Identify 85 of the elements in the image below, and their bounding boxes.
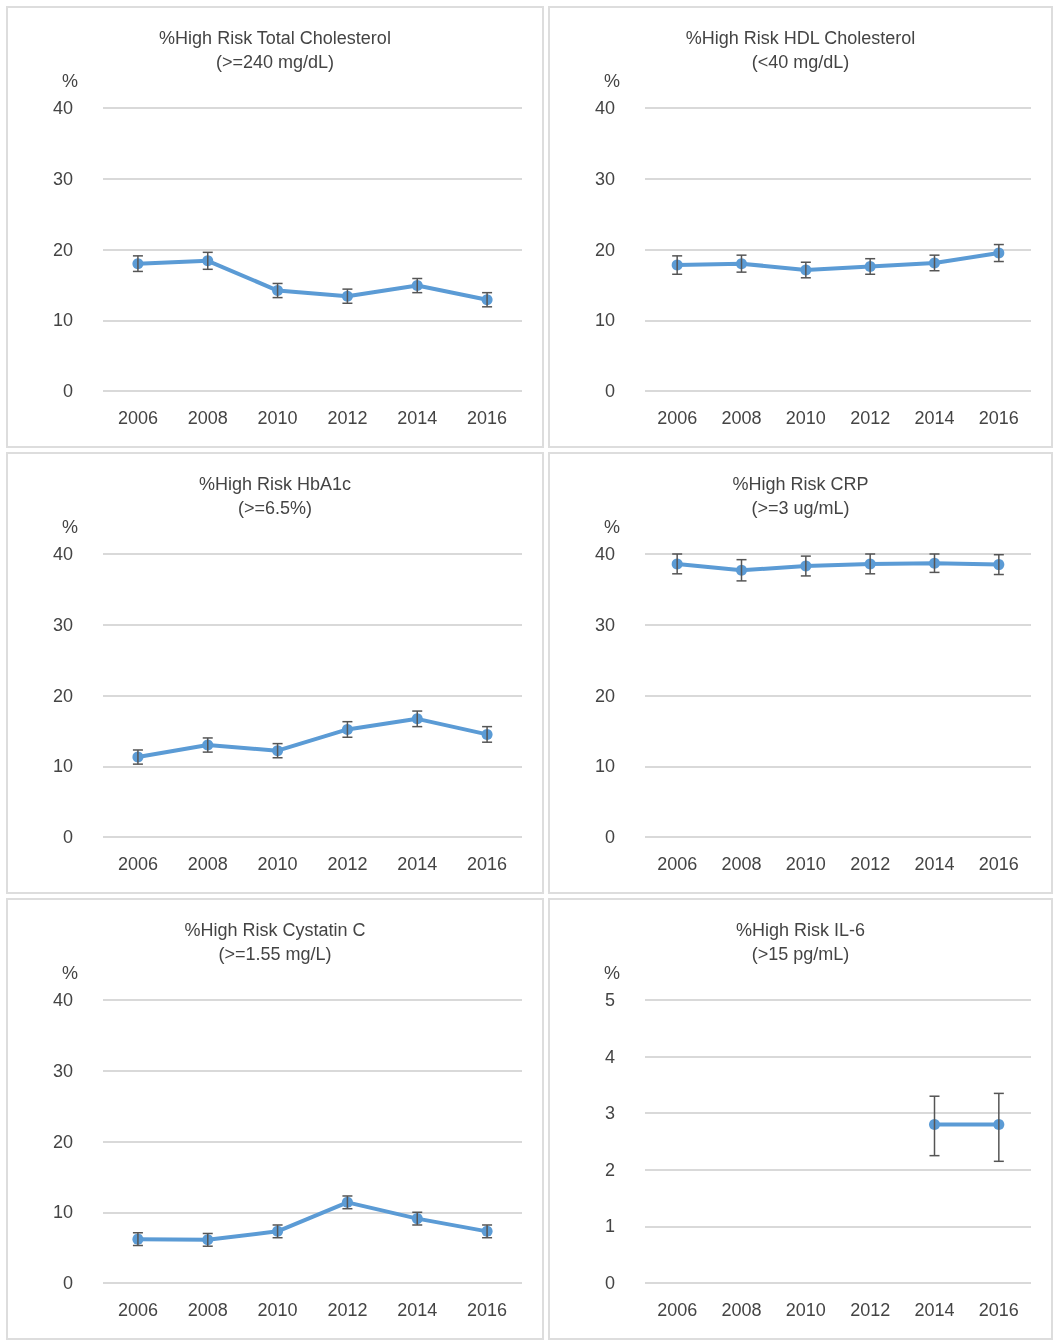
chart-title: %High Risk Total Cholesterol <box>159 28 391 48</box>
y-tick-label: 10 <box>594 756 615 777</box>
y-tick-label: 0 <box>604 1273 615 1293</box>
x-tick-label: 2010 <box>785 854 826 874</box>
x-tick-label: 2006 <box>657 1300 698 1320</box>
y-tick-label: 20 <box>594 685 615 706</box>
x-tick-label: 2012 <box>327 1300 368 1320</box>
y-tick-label: 0 <box>62 1273 73 1293</box>
y-tick-label: 20 <box>52 1131 73 1152</box>
x-tick-label: 2016 <box>978 854 1019 874</box>
chart-subtitle: (>=3 ug/mL) <box>751 498 850 518</box>
y-axis-title: % <box>603 71 620 91</box>
chart-title: %High Risk HDL Cholesterol <box>685 28 916 48</box>
x-tick-label: 2014 <box>914 1300 955 1320</box>
y-tick-label: 40 <box>52 990 73 1010</box>
y-tick-label: 10 <box>594 310 615 331</box>
y-tick-label: 20 <box>594 239 615 260</box>
x-tick-label: 2008 <box>187 408 228 428</box>
x-tick-label: 2014 <box>914 854 955 874</box>
y-tick-label: 40 <box>594 98 615 118</box>
y-tick-label: 20 <box>52 685 73 706</box>
chart-title: %High Risk CRP <box>732 474 869 494</box>
x-tick-label: 2010 <box>257 1300 298 1320</box>
x-tick-label: 2010 <box>257 854 298 874</box>
chart-subtitle: (>=240 mg/dL) <box>215 52 335 72</box>
x-tick-label: 2006 <box>117 1300 158 1320</box>
x-tick-label: 2008 <box>187 854 228 874</box>
x-tick-label: 2006 <box>657 408 698 428</box>
y-tick-label: 10 <box>52 1202 73 1223</box>
x-tick-label: 2006 <box>117 854 158 874</box>
x-tick-label: 2010 <box>785 408 826 428</box>
y-tick-label: 3 <box>604 1103 615 1124</box>
y-tick-label: 40 <box>594 544 615 564</box>
x-tick-label: 2016 <box>978 408 1019 428</box>
chart-subtitle: (>=6.5%) <box>237 498 313 518</box>
chart-subtitle: (<40 mg/dL) <box>751 52 850 72</box>
y-tick-label: 4 <box>604 1046 615 1067</box>
y-axis-title: % <box>603 963 620 983</box>
y-tick-label: 30 <box>594 168 615 189</box>
x-tick-label: 2008 <box>721 1300 762 1320</box>
x-tick-label: 2016 <box>467 1300 508 1320</box>
x-tick-label: 2008 <box>721 408 762 428</box>
x-tick-label: 2006 <box>117 408 158 428</box>
y-axis-title: % <box>61 71 78 91</box>
y-tick-label: 30 <box>594 614 615 635</box>
chart-title: %High Risk IL-6 <box>735 920 866 940</box>
y-tick-label: 40 <box>52 544 73 564</box>
chart-title: %High Risk HbA1c <box>198 474 352 494</box>
x-tick-label: 2016 <box>978 1300 1019 1320</box>
x-tick-label: 2008 <box>187 1300 228 1320</box>
y-tick-label: 30 <box>52 614 73 635</box>
x-tick-label: 2014 <box>397 408 438 428</box>
x-tick-label: 2012 <box>327 854 368 874</box>
x-tick-label: 2006 <box>657 854 698 874</box>
x-tick-label: 2012 <box>850 854 891 874</box>
y-tick-label: 0 <box>604 827 615 847</box>
y-tick-label: 0 <box>62 827 73 847</box>
x-tick-label: 2010 <box>257 408 298 428</box>
x-tick-label: 2016 <box>467 408 508 428</box>
x-tick-label: 2016 <box>467 854 508 874</box>
y-tick-label: 2 <box>604 1159 615 1180</box>
chart-subtitle: (>=1.55 mg/L) <box>218 944 332 964</box>
y-tick-label: 0 <box>604 381 615 401</box>
y-tick-label: 1 <box>604 1216 615 1237</box>
y-axis-title: % <box>61 517 78 537</box>
y-tick-label: 30 <box>52 1060 73 1081</box>
y-tick-label: 10 <box>52 756 73 777</box>
y-tick-label: 40 <box>52 98 73 118</box>
y-tick-label: 0 <box>62 381 73 401</box>
y-axis-title: % <box>603 517 620 537</box>
x-tick-label: 2014 <box>914 408 955 428</box>
x-tick-label: 2008 <box>721 854 762 874</box>
x-tick-label: 2014 <box>397 1300 438 1320</box>
y-tick-label: 30 <box>52 168 73 189</box>
y-axis-title: % <box>61 963 78 983</box>
x-tick-label: 2012 <box>327 408 368 428</box>
x-tick-label: 2012 <box>850 408 891 428</box>
chart-subtitle: (>15 pg/mL) <box>751 944 850 964</box>
x-tick-label: 2010 <box>785 1300 826 1320</box>
x-tick-label: 2012 <box>850 1300 891 1320</box>
x-tick-label: 2014 <box>397 854 438 874</box>
y-tick-label: 10 <box>52 310 73 331</box>
chart-title: %High Risk Cystatin C <box>184 920 366 940</box>
y-tick-label: 5 <box>604 990 615 1010</box>
y-tick-label: 20 <box>52 239 73 260</box>
